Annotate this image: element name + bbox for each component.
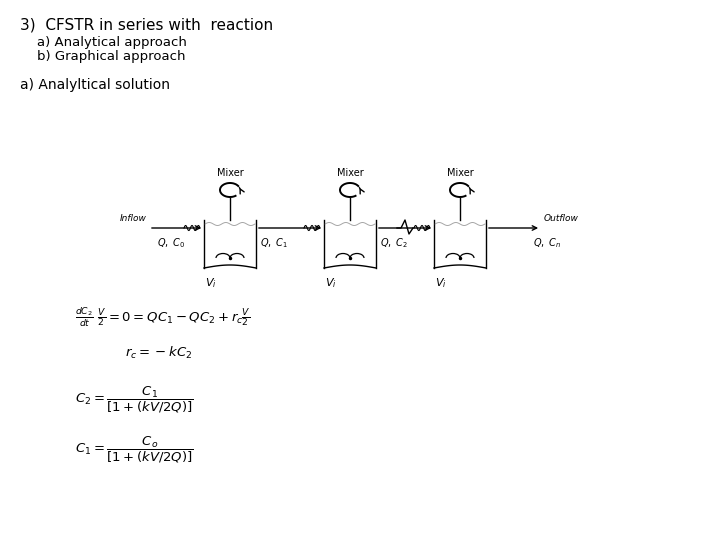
Text: $C_1 = \dfrac{C_o}{[1 + (kV/2Q)]}$: $C_1 = \dfrac{C_o}{[1 + (kV/2Q)]}$	[75, 435, 194, 465]
Text: 3)  CFSTR in series with  reaction: 3) CFSTR in series with reaction	[20, 18, 273, 33]
Text: b) Graphical approach: b) Graphical approach	[20, 50, 186, 63]
Text: Mixer: Mixer	[217, 168, 243, 178]
Text: $Q,\ C_0$: $Q,\ C_0$	[157, 236, 186, 250]
Text: $V_i$: $V_i$	[205, 276, 217, 290]
Text: $Q,\ C_2$: $Q,\ C_2$	[380, 236, 408, 250]
Text: $Q,\ C_n$: $Q,\ C_n$	[533, 236, 562, 250]
Text: $\frac{dC_2}{dt}\ \frac{V}{2} = 0 = QC_1 - QC_2 + r_c\frac{V}{2}$: $\frac{dC_2}{dt}\ \frac{V}{2} = 0 = QC_1…	[75, 305, 251, 329]
Text: $V_i$: $V_i$	[325, 276, 337, 290]
Text: Mixer: Mixer	[446, 168, 473, 178]
Text: Outflow: Outflow	[544, 214, 579, 223]
Text: a) Analytical approach: a) Analytical approach	[20, 36, 187, 49]
Text: $Q,\ C_1$: $Q,\ C_1$	[260, 236, 288, 250]
Text: a) Analyltical solution: a) Analyltical solution	[20, 78, 170, 92]
Text: Mixer: Mixer	[337, 168, 364, 178]
Text: $C_2 = \dfrac{C_1}{[1 + (kV/2Q)]}$: $C_2 = \dfrac{C_1}{[1 + (kV/2Q)]}$	[75, 385, 194, 415]
Text: $V_i$: $V_i$	[435, 276, 446, 290]
Text: Inflow: Inflow	[120, 214, 147, 223]
Text: $r_c = -kC_2$: $r_c = -kC_2$	[125, 345, 192, 361]
